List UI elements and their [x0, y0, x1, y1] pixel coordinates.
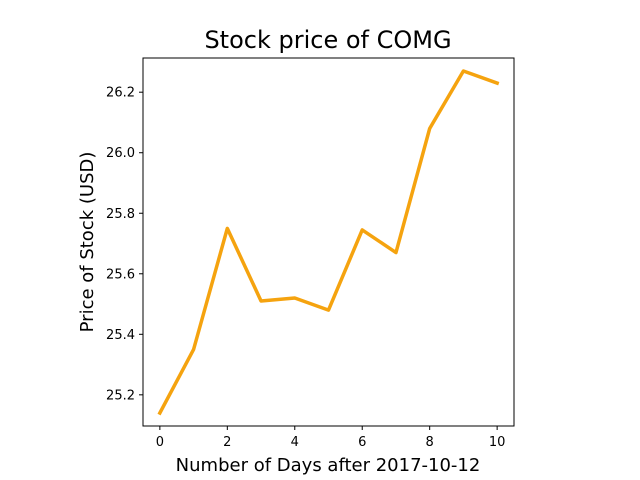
y-axis-label: Price of Stock (USD)	[77, 152, 98, 333]
x-tick-label: 8	[426, 435, 434, 450]
x-tick-label: 2	[223, 435, 231, 450]
series-line-0	[157, 69, 500, 416]
x-axis: 0 2 4 6 8 10	[156, 426, 506, 450]
axes-frame	[142, 57, 515, 427]
plot-area: 0 2 4 6 8 10 25.2 25.4 25.6 25.8 26.0 26.2	[106, 57, 515, 450]
x-tick-label: 6	[358, 435, 366, 450]
y-tick-label: 25.4	[106, 328, 135, 343]
chart-title: Stock price of COMG	[204, 26, 451, 54]
y-tick-label: 25.6	[106, 267, 135, 282]
y-axis: 25.2 25.4 25.6 25.8 26.0 26.2	[106, 86, 143, 403]
y-tick-label: 26.2	[106, 86, 135, 101]
y-tick-label: 25.2	[106, 388, 135, 403]
series-layer	[157, 69, 500, 416]
x-tick-label: 0	[156, 435, 164, 450]
y-tick-label: 25.8	[106, 207, 135, 222]
y-tick-label: 26.0	[106, 146, 135, 161]
x-axis-label: Number of Days after 2017-10-12	[176, 455, 481, 476]
x-tick-label: 10	[489, 435, 506, 450]
x-tick-label: 4	[291, 435, 299, 450]
